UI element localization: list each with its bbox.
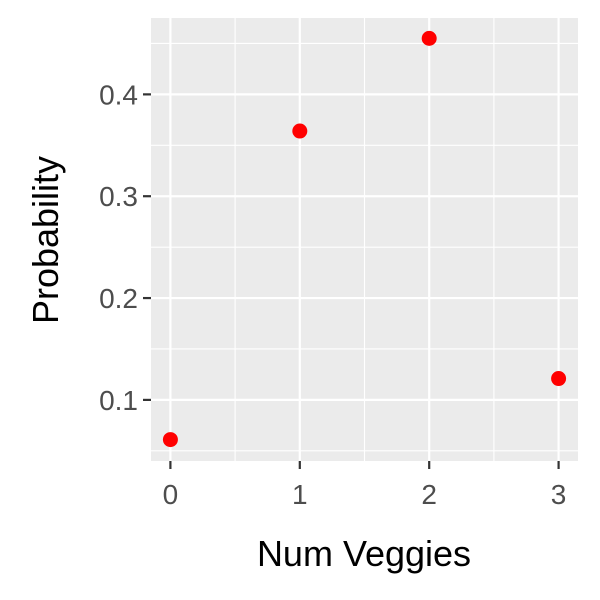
x-axis: 0 1 2 3 — [163, 461, 567, 510]
data-point — [292, 123, 308, 139]
major-gridlines — [151, 18, 578, 461]
y-tick-label: 0.3 — [99, 181, 138, 212]
x-tick-label: 0 — [163, 479, 179, 510]
y-axis: 0.1 0.2 0.3 0.4 — [99, 79, 151, 416]
x-tick-label: 2 — [421, 479, 437, 510]
x-axis-title: Num Veggies — [257, 533, 471, 574]
x-tick-label: 1 — [292, 479, 308, 510]
y-axis-title: Probability — [25, 156, 66, 324]
data-points — [162, 30, 567, 448]
data-point — [551, 371, 567, 387]
y-tick-label: 0.1 — [99, 385, 138, 416]
y-tick-label: 0.2 — [99, 283, 138, 314]
data-point — [162, 432, 178, 448]
minor-gridlines — [151, 18, 578, 461]
x-tick-label: 3 — [551, 479, 567, 510]
data-point — [421, 30, 437, 46]
y-tick-label: 0.4 — [99, 79, 138, 110]
